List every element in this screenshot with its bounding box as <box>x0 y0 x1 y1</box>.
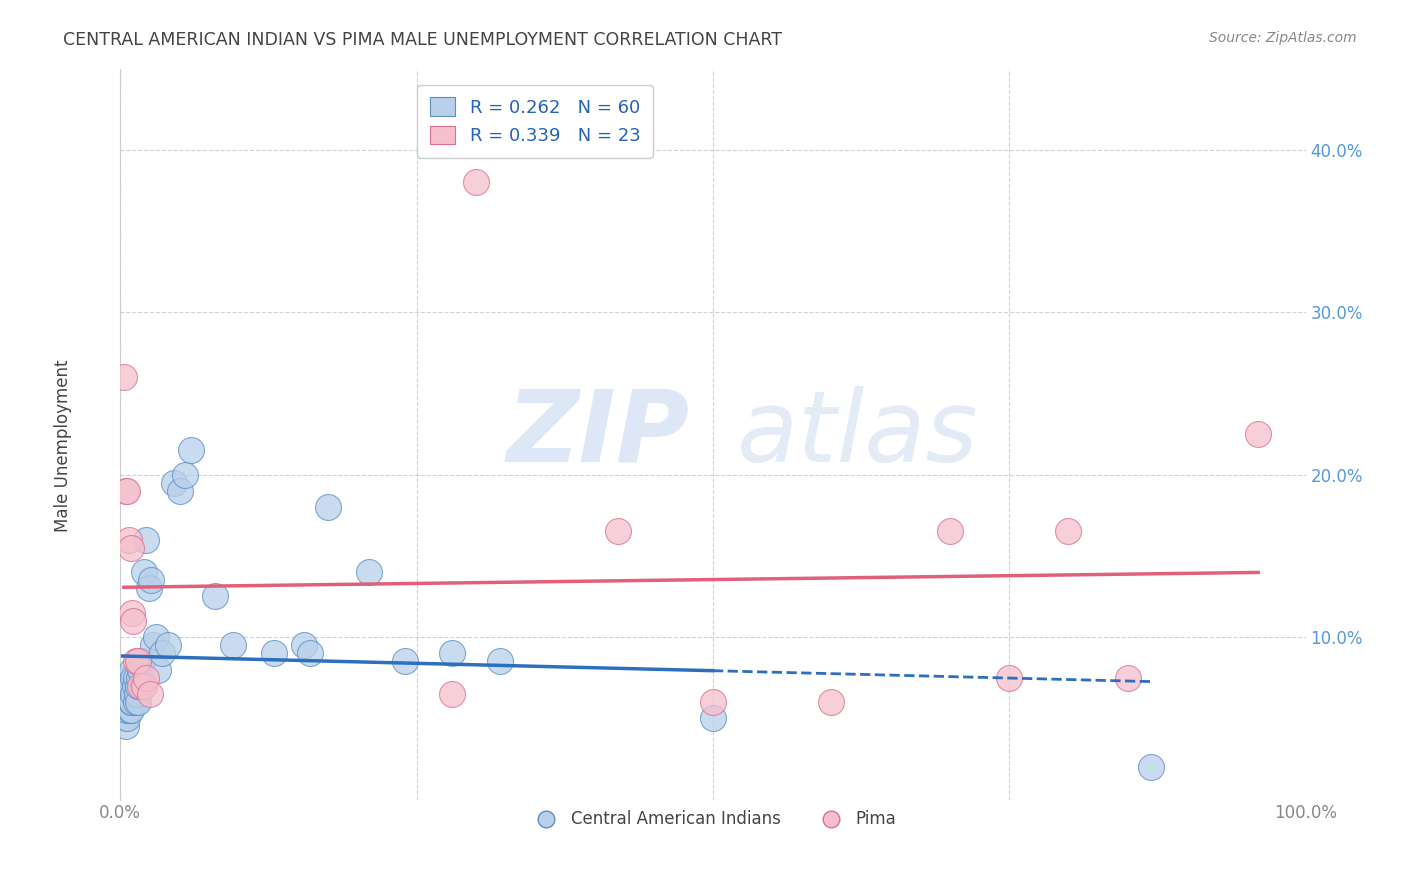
Point <box>127 695 149 709</box>
Point <box>120 695 142 709</box>
Point <box>132 679 155 693</box>
Point <box>114 695 136 709</box>
Point <box>174 467 197 482</box>
Point <box>124 679 146 693</box>
Point <box>464 175 486 189</box>
Point <box>998 671 1021 685</box>
Point <box>139 573 162 587</box>
Point <box>112 679 135 693</box>
Point <box>131 655 153 669</box>
Point <box>125 687 148 701</box>
Point <box>117 695 139 709</box>
Point <box>394 655 416 669</box>
Point <box>139 687 162 701</box>
Point <box>125 655 148 669</box>
Text: CENTRAL AMERICAN INDIAN VS PIMA MALE UNEMPLOYMENT CORRELATION CHART: CENTRAL AMERICAN INDIAN VS PIMA MALE UNE… <box>63 31 782 49</box>
Point <box>156 638 179 652</box>
Point <box>702 711 724 725</box>
Point <box>298 646 321 660</box>
Point <box>1140 760 1163 774</box>
Text: atlas: atlas <box>737 385 979 483</box>
Point <box>441 646 464 660</box>
Point <box>125 695 148 709</box>
Point <box>122 671 145 685</box>
Point <box>112 370 135 384</box>
Point <box>135 533 157 547</box>
Point <box>359 565 381 579</box>
Point <box>702 695 724 709</box>
Point <box>132 679 155 693</box>
Point <box>1116 671 1139 685</box>
Point <box>115 703 138 717</box>
Text: Male Unemployment: Male Unemployment <box>55 359 72 533</box>
Point <box>118 703 141 717</box>
Point <box>150 646 173 660</box>
Point <box>115 679 138 693</box>
Point <box>117 679 139 693</box>
Point <box>1247 427 1270 442</box>
Point <box>1057 524 1080 539</box>
Point <box>125 671 148 685</box>
Point <box>114 687 136 701</box>
Point <box>142 638 165 652</box>
Point <box>117 703 139 717</box>
Point <box>117 671 139 685</box>
Point <box>820 695 842 709</box>
Point <box>441 687 464 701</box>
Point <box>129 679 152 693</box>
Point <box>117 687 139 701</box>
Point <box>607 524 630 539</box>
Point <box>115 695 138 709</box>
Point <box>222 638 245 652</box>
Point <box>120 679 142 693</box>
Point <box>488 655 510 669</box>
Point <box>121 695 143 709</box>
Point <box>111 695 134 709</box>
Point <box>129 663 152 677</box>
Point <box>138 582 160 596</box>
Point <box>117 711 139 725</box>
Point <box>135 671 157 685</box>
Point <box>120 541 142 555</box>
Point <box>148 663 170 677</box>
Point <box>117 483 139 498</box>
Text: ZIP: ZIP <box>506 385 689 483</box>
Text: Source: ZipAtlas.com: Source: ZipAtlas.com <box>1209 31 1357 45</box>
Point <box>114 711 136 725</box>
Point <box>122 614 145 628</box>
Point <box>117 533 139 547</box>
Point <box>128 671 150 685</box>
Point <box>292 638 315 652</box>
Point <box>939 524 962 539</box>
Point <box>127 655 149 669</box>
Point <box>204 590 226 604</box>
Point <box>122 687 145 701</box>
Point <box>112 703 135 717</box>
Point <box>127 679 149 693</box>
Point <box>132 565 155 579</box>
Legend: Central American Indians, Pima: Central American Indians, Pima <box>523 804 903 835</box>
Point <box>121 606 143 620</box>
Point <box>115 719 138 733</box>
Point <box>263 646 285 660</box>
Point <box>162 475 184 490</box>
Point <box>145 630 167 644</box>
Point <box>121 663 143 677</box>
Point <box>115 483 138 498</box>
Point <box>316 500 339 515</box>
Point <box>180 443 202 458</box>
Point <box>118 687 141 701</box>
Point <box>120 703 142 717</box>
Point <box>169 483 191 498</box>
